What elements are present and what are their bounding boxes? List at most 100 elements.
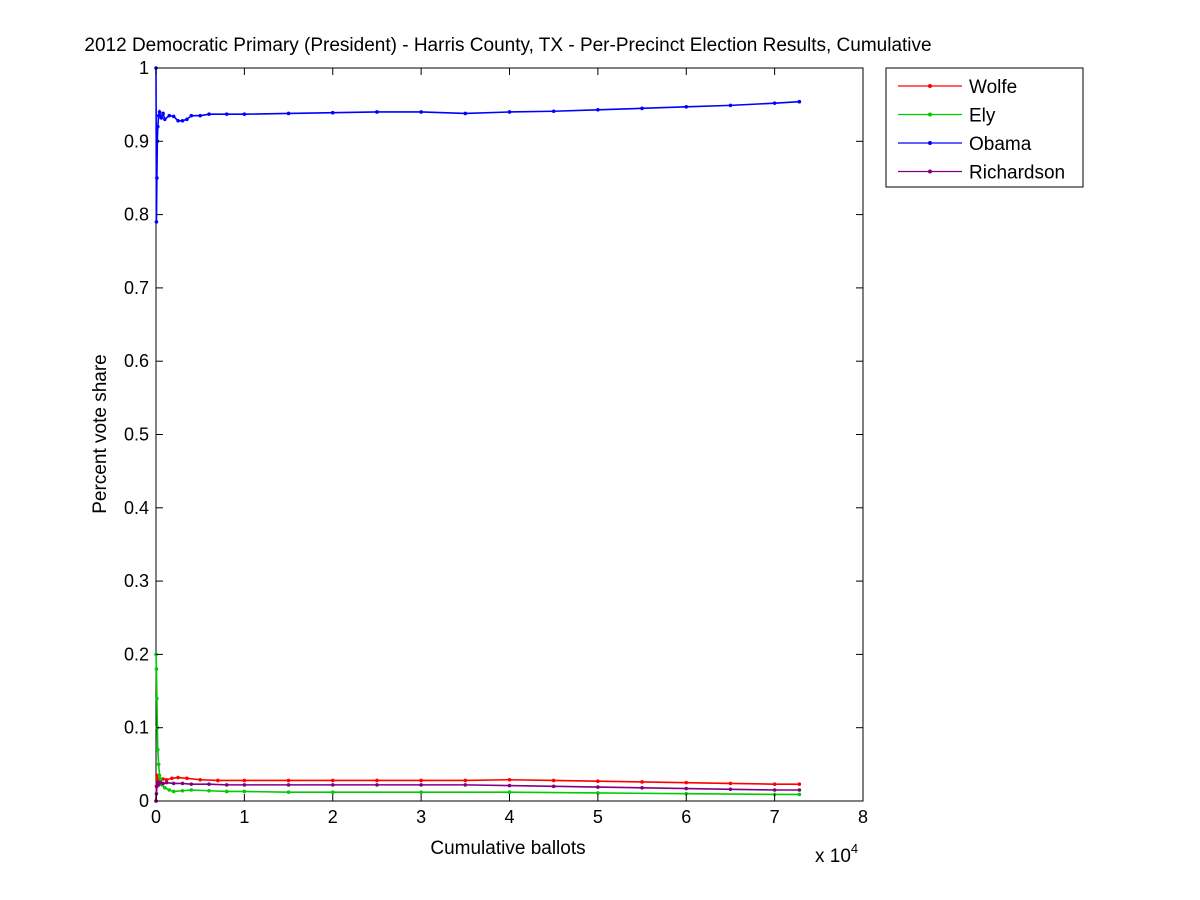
x-tick-label: 4 [504, 807, 514, 827]
data-point-richardson [684, 786, 689, 791]
data-point-obama [155, 176, 159, 180]
y-tick-label: 0.4 [124, 498, 149, 518]
data-point-ely [224, 789, 229, 794]
legend-marker-obama [928, 141, 932, 145]
legend-entry-ely: Ely [898, 106, 996, 127]
legend-marker-richardson [928, 169, 932, 174]
data-point-ely [157, 773, 162, 778]
data-point-richardson [375, 783, 379, 787]
data-point-richardson [772, 788, 777, 792]
data-point-ely [207, 788, 211, 793]
data-point-wolfe [551, 778, 556, 783]
data-point-obama [684, 105, 689, 109]
data-point-wolfe [507, 777, 512, 782]
data-point-ely [330, 790, 335, 794]
data-point-ely [155, 696, 159, 701]
data-point-richardson [507, 783, 512, 788]
data-point-obama [185, 117, 189, 122]
legend-label-ely: Ely [969, 106, 996, 127]
data-point-ely [507, 790, 512, 794]
x-axis-exponent: x 104 [815, 841, 858, 867]
data-point-wolfe [161, 777, 165, 781]
y-tick-label: 0.5 [124, 425, 149, 445]
x-tick-label: 8 [858, 807, 868, 827]
series-ely [154, 652, 802, 797]
data-point-obama [224, 112, 229, 116]
legend-marker-wolfe [928, 84, 932, 88]
data-point-richardson [171, 781, 176, 786]
legend-entry-wolfe: Wolfe [898, 77, 1017, 98]
legend-label-wolfe: Wolfe [969, 77, 1017, 98]
data-point-wolfe [797, 782, 802, 786]
legend-label-obama: Obama [969, 134, 1032, 155]
legend-box [885, 67, 1084, 188]
data-point-richardson [463, 783, 468, 787]
data-point-wolfe [330, 778, 335, 783]
data-point-richardson [551, 784, 556, 789]
x-tick-label: 7 [770, 807, 780, 827]
x-axis-exponent-base: x 10 [815, 846, 851, 867]
legend-entry-obama: Obama [898, 134, 1032, 155]
y-tick-label: 0.9 [124, 131, 149, 151]
data-point-obama [772, 101, 777, 105]
data-point-obama [176, 118, 180, 123]
y-tick-label: 0.1 [124, 718, 149, 738]
data-point-obama [156, 113, 161, 118]
series-layer [154, 66, 802, 803]
series-richardson [154, 780, 802, 803]
data-point-richardson [161, 781, 165, 786]
data-point-wolfe [216, 778, 220, 783]
data-point-obama [180, 118, 185, 123]
x-axis-exponent-power: 4 [851, 841, 858, 856]
data-point-richardson [596, 785, 600, 789]
x-axis-label: Cumulative ballots [430, 838, 585, 859]
legend-entries: Wolfe Ely Obama Richardson [898, 77, 1065, 184]
data-point-ely [171, 789, 176, 794]
data-point-obama [286, 111, 291, 116]
data-point-wolfe [170, 776, 174, 781]
data-point-wolfe [772, 782, 777, 786]
data-point-obama [189, 113, 194, 118]
data-point-wolfe [684, 780, 689, 785]
y-axis-ticks: 0 0.1 0.2 0.3 0.4 0.5 0.6 0.7 0.8 0.9 1 [124, 58, 863, 811]
data-point-ely [158, 777, 163, 781]
data-point-obama [198, 113, 202, 118]
data-point-obama [154, 220, 159, 224]
data-point-richardson [728, 787, 733, 792]
data-point-richardson [242, 783, 247, 787]
data-point-richardson [330, 783, 335, 787]
data-point-ely [154, 667, 159, 671]
data-point-wolfe [164, 777, 169, 782]
data-point-ely [419, 790, 423, 794]
data-point-ely [189, 788, 194, 792]
x-tick-label: 0 [151, 807, 161, 827]
x-tick-label: 1 [239, 807, 249, 827]
y-tick-label: 0.2 [124, 644, 149, 664]
data-point-ely [163, 786, 167, 790]
data-point-richardson [419, 783, 423, 787]
data-point-obama [207, 112, 211, 116]
data-point-wolfe [375, 778, 379, 783]
data-point-ely [180, 788, 185, 793]
series-obama [154, 66, 802, 224]
data-point-richardson [180, 781, 185, 786]
data-point-richardson [164, 780, 169, 785]
data-point-obama [161, 111, 165, 116]
data-point-obama [728, 103, 733, 108]
legend-label-richardson: Richardson [969, 163, 1065, 184]
data-point-richardson [797, 788, 802, 792]
data-point-obama [507, 110, 512, 114]
y-tick-label: 1 [139, 58, 149, 78]
y-tick-label: 0.6 [124, 351, 149, 371]
y-axis-label: Percent vote share [90, 354, 111, 513]
data-point-wolfe [596, 779, 600, 784]
data-point-obama [463, 111, 468, 116]
data-point-obama [242, 112, 247, 116]
data-point-ely [286, 790, 291, 794]
data-point-ely [596, 791, 600, 795]
chart-title: 2012 Democratic Primary (President) - Ha… [84, 35, 931, 56]
data-point-obama [171, 114, 176, 119]
data-point-ely [167, 788, 172, 792]
data-point-wolfe [419, 778, 423, 783]
data-point-obama [419, 110, 423, 114]
